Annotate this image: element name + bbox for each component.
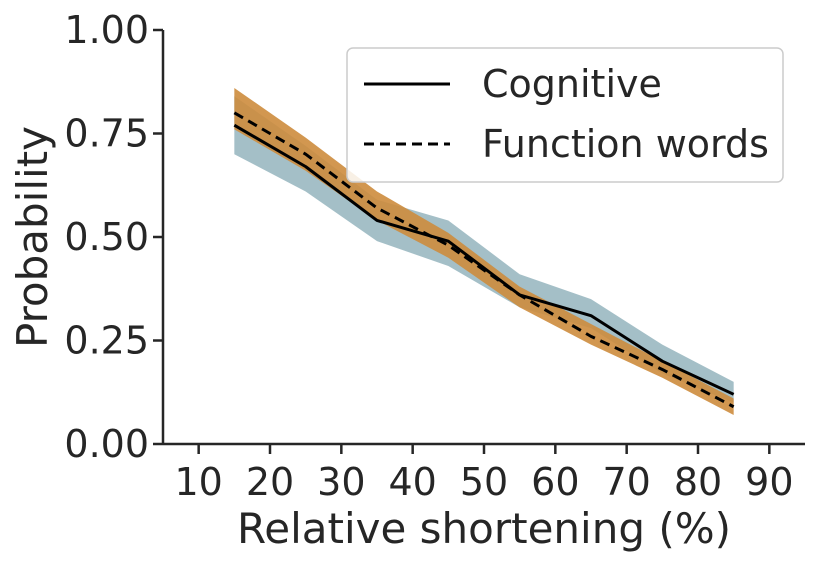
x-axis-title: Relative shortening (%) <box>237 504 731 553</box>
x-tick-label: 70 <box>602 460 650 504</box>
y-tick-label: 0.25 <box>64 319 149 363</box>
x-tick-label: 60 <box>531 460 579 504</box>
x-tick-label: 80 <box>674 460 722 504</box>
x-tick-label: 10 <box>174 460 222 504</box>
x-tick-label: 50 <box>460 460 508 504</box>
x-tick-label: 90 <box>745 460 793 504</box>
y-tick-label: 0.00 <box>64 422 149 466</box>
line-function-words <box>233 111 735 409</box>
y-axis-title: Probability <box>8 126 57 348</box>
band-function-words <box>234 87 734 416</box>
y-tick-label: 1.00 <box>64 8 149 52</box>
x-tick-label: 40 <box>388 460 436 504</box>
y-tick-label: 0.50 <box>64 215 149 259</box>
legend-box <box>346 47 784 183</box>
line-cognitive <box>233 123 735 396</box>
x-tick-label: 30 <box>317 460 365 504</box>
x-tick-label: 20 <box>246 460 294 504</box>
legend-label-function-words: Function words <box>482 122 769 166</box>
x-axis-ticks: 10 20 30 40 50 60 70 80 90 <box>174 444 794 504</box>
y-axis-ticks: 0.00 0.25 0.50 0.75 1.00 <box>64 8 163 466</box>
y-tick-label: 0.75 <box>64 112 149 156</box>
legend: Cognitive Function words <box>346 47 784 183</box>
series-lines <box>233 111 735 409</box>
legend-label-cognitive: Cognitive <box>482 62 662 106</box>
